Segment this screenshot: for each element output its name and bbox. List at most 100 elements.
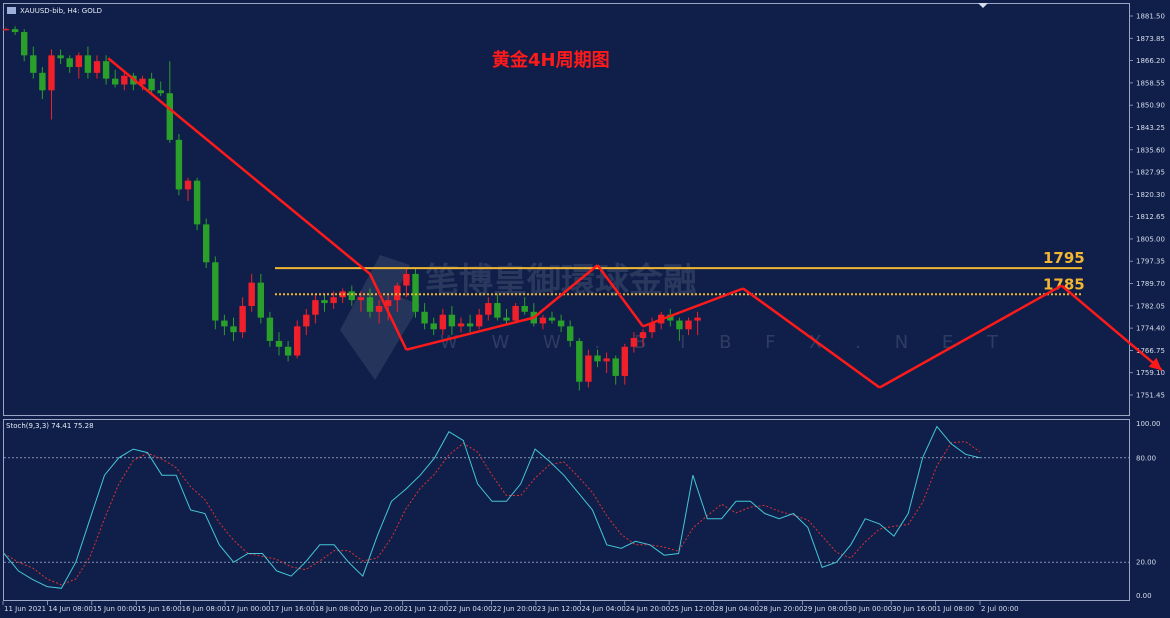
candle-body [212, 262, 219, 321]
candle [348, 285, 355, 306]
symbol-info: XAUUSD-bib, H4: GOLD [20, 7, 102, 15]
candle-body [430, 323, 437, 330]
price-tick-label: 1789.70 [1136, 280, 1165, 288]
date-tick-label: 17 Jun 00:00 [226, 605, 270, 613]
candle [48, 49, 55, 120]
candle-body [139, 78, 146, 85]
candle-body [275, 340, 283, 347]
price-tick-label: 1843.25 [1136, 124, 1165, 132]
candle-body [294, 326, 301, 356]
candle-body [603, 358, 610, 362]
date-tick-label: 15 Jun 00:00 [93, 605, 137, 613]
candle [403, 268, 410, 298]
candle-body [166, 93, 173, 140]
candle [557, 314, 565, 333]
candle-body [39, 72, 46, 91]
stoch-tick-label: 0.00 [1136, 592, 1152, 600]
candle [621, 343, 628, 385]
candle [66, 55, 73, 73]
candle-body [585, 355, 592, 382]
candle-body [494, 303, 501, 318]
candle [466, 314, 474, 333]
candle [585, 349, 592, 388]
candle-body [348, 291, 355, 301]
candle-body [485, 303, 492, 315]
candle [148, 72, 155, 94]
candle [39, 66, 46, 100]
candle [193, 177, 201, 231]
candle-body [648, 323, 656, 333]
candle [84, 46, 92, 79]
candle-body [11, 29, 19, 33]
date-tick-label: 14 Jun 08:00 [48, 605, 92, 613]
date-axis: 11 Jun 2021 14 Jun 08:00 15 Jun 00:00 15 Ju… [2, 601, 1019, 613]
date-tick-label: 21 Jun 12:00 [404, 605, 448, 613]
candle-body [66, 58, 73, 67]
candle [412, 268, 419, 318]
candle-body [366, 297, 374, 312]
stoch-tick-label: 100.00 [1136, 420, 1161, 428]
candle-body [630, 338, 638, 347]
price-tick-label: 1835.60 [1136, 146, 1165, 154]
candle [275, 332, 283, 356]
date-tick-label: 28 Jun 04:00 [715, 605, 759, 613]
candle-body [512, 305, 519, 321]
candle [385, 294, 392, 321]
candle-body [503, 317, 510, 321]
candle [184, 177, 192, 202]
trend-segment [368, 273, 408, 351]
candle-body [476, 314, 483, 327]
candle [321, 294, 328, 312]
price-tick-label: 1751.45 [1136, 392, 1165, 400]
chart-title: 黄金4H周期图 [492, 49, 610, 71]
date-tick-label: 28 Jun 20:00 [759, 605, 803, 613]
date-tick-label: 2 Jul 00:00 [981, 605, 1019, 613]
candle [112, 69, 119, 88]
candle-body [2, 29, 10, 31]
candle [221, 314, 228, 336]
price-tick-label: 1873.85 [1136, 35, 1165, 43]
candle-body [193, 180, 201, 225]
candle [448, 305, 456, 336]
candle [75, 52, 82, 79]
candle [330, 291, 337, 309]
candle [203, 218, 210, 269]
stoch-signal-line [3, 441, 981, 586]
candle [648, 317, 656, 339]
main-panel-frame [3, 3, 1130, 416]
candle-body [567, 326, 574, 341]
candle [667, 308, 674, 327]
price-tick-label: 1774.40 [1136, 325, 1165, 333]
candle-body [694, 317, 701, 321]
candle-body [621, 346, 628, 376]
candle-body [30, 55, 37, 73]
candle [394, 282, 401, 312]
candle [121, 72, 128, 91]
candle-body [93, 61, 101, 73]
level-label-1795: 1795 [1043, 249, 1085, 267]
candle-body [385, 300, 392, 306]
candle [57, 49, 64, 65]
candle [239, 297, 246, 339]
candle [21, 29, 28, 62]
trend-segment [878, 284, 1063, 389]
stochastic: 80.00 20.00 100.00 0.00 [3, 420, 1161, 600]
candle [175, 134, 183, 196]
candle-body [148, 78, 155, 91]
candle-body [221, 320, 228, 327]
candle-body [157, 90, 164, 94]
chart-menu-icon[interactable] [7, 7, 16, 14]
candle-body [457, 323, 465, 327]
trend-segment [533, 264, 599, 319]
candle [503, 308, 510, 324]
watermark-url: W W W . B I B F X . N E T [440, 332, 1012, 353]
candle-body [112, 78, 119, 85]
candle [612, 355, 619, 385]
candle [11, 26, 19, 35]
candle-body [75, 55, 82, 67]
price-tick-label: 1766.75 [1136, 347, 1165, 355]
candle-body [175, 139, 183, 190]
candle [257, 273, 264, 324]
candle-body [557, 320, 565, 327]
shift-marker-icon[interactable] [978, 3, 988, 8]
